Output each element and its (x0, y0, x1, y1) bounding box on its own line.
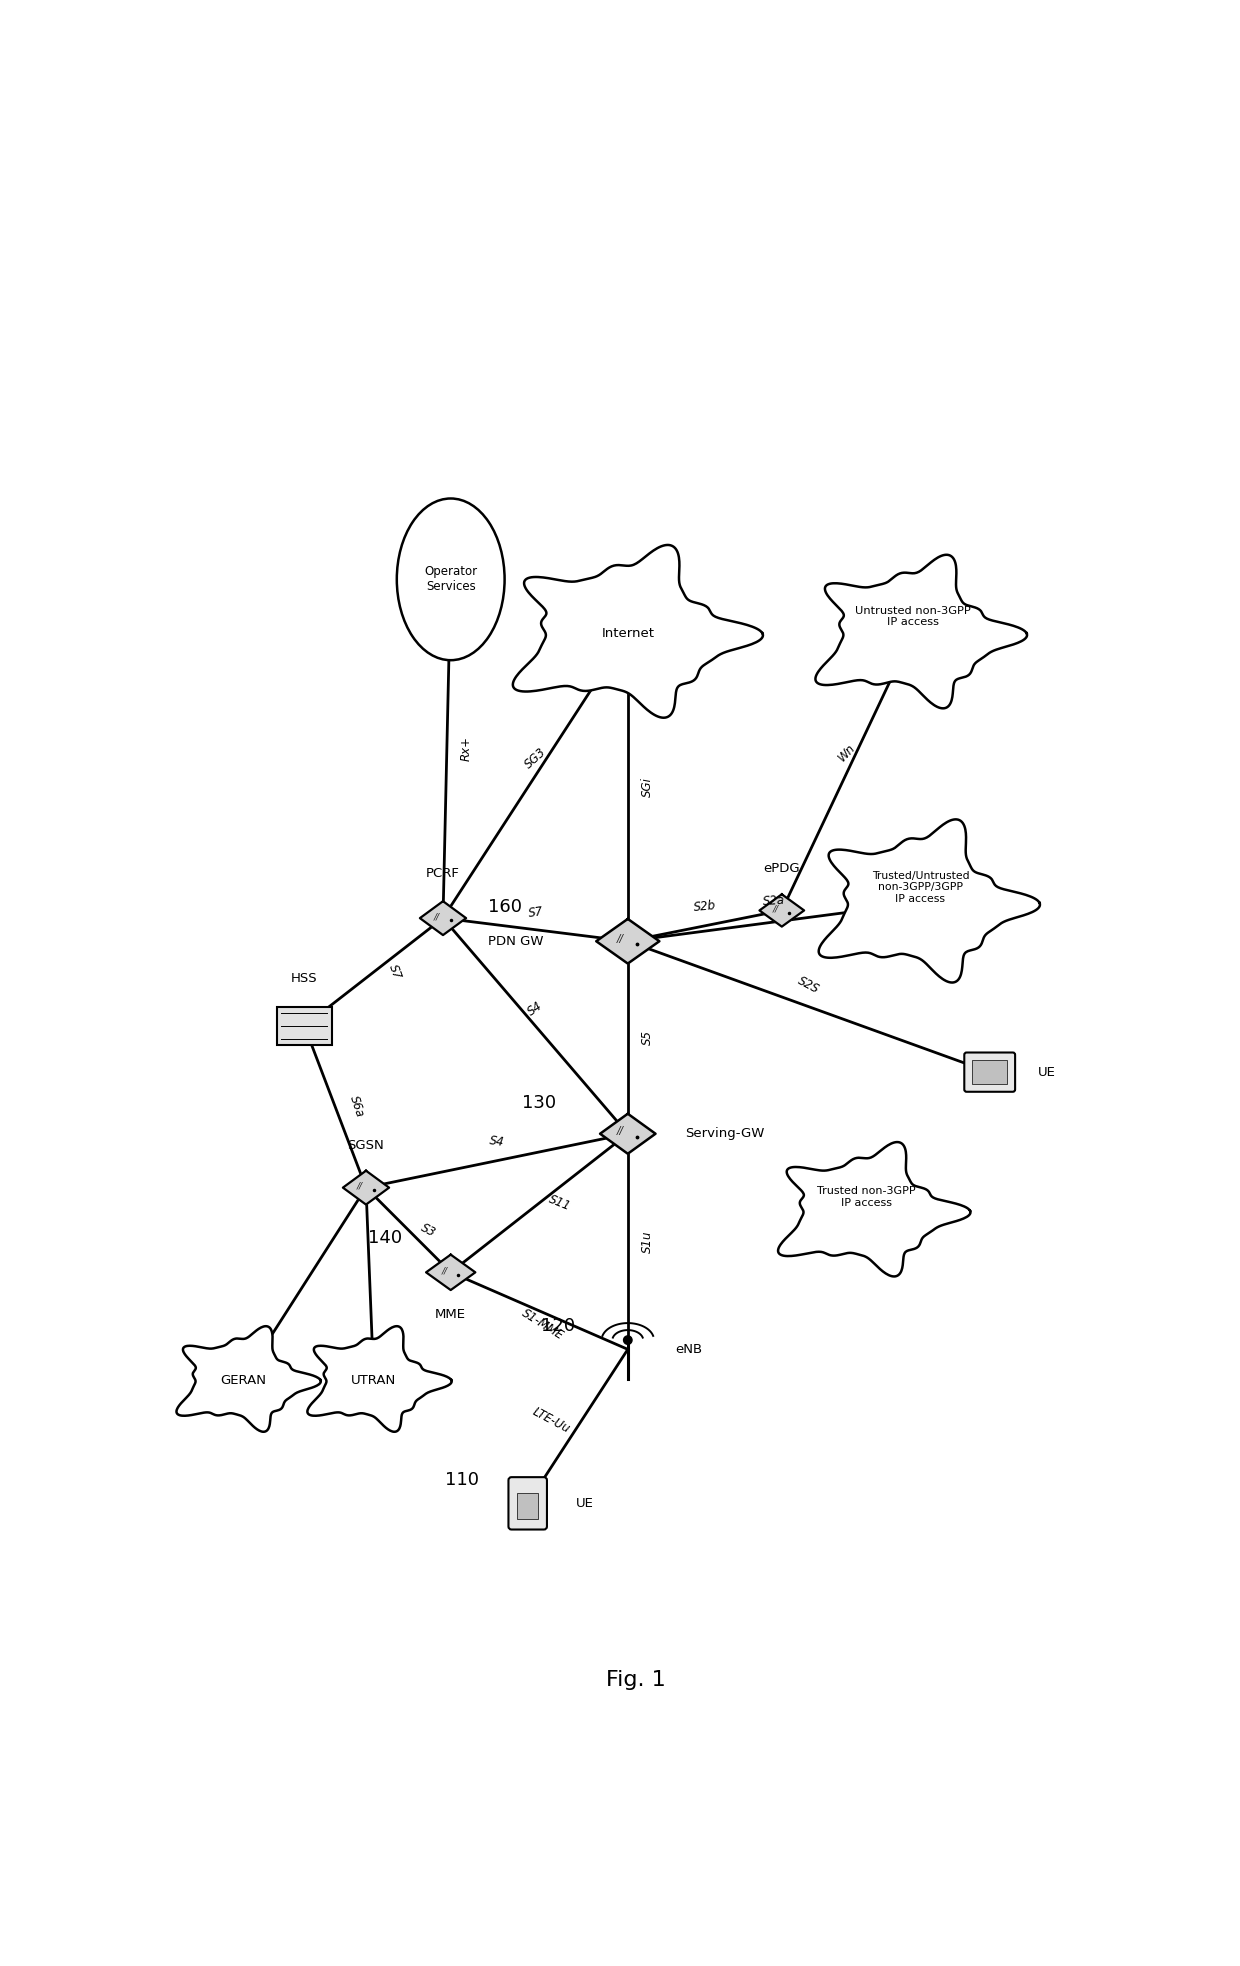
Text: S5: S5 (641, 1030, 653, 1046)
Text: //: // (773, 904, 779, 914)
Text: SG3: SG3 (522, 745, 549, 771)
Text: MME: MME (435, 1307, 466, 1321)
Text: Rx+: Rx+ (460, 735, 472, 761)
Text: //: // (434, 912, 440, 922)
Text: 140: 140 (368, 1229, 402, 1246)
Text: 160: 160 (487, 898, 522, 916)
Text: eNB: eNB (676, 1343, 703, 1357)
Text: S11: S11 (547, 1193, 572, 1213)
Text: S1-MME: S1-MME (520, 1307, 567, 1343)
Text: PDN GW: PDN GW (487, 934, 543, 948)
Text: 120: 120 (542, 1317, 575, 1335)
FancyBboxPatch shape (277, 1007, 332, 1046)
Text: S2a: S2a (763, 893, 786, 908)
Text: Wn: Wn (836, 741, 858, 765)
Text: Internet: Internet (601, 627, 655, 639)
Polygon shape (600, 1113, 656, 1154)
FancyBboxPatch shape (517, 1494, 538, 1520)
FancyBboxPatch shape (508, 1476, 547, 1530)
Text: S7: S7 (387, 963, 404, 981)
FancyBboxPatch shape (965, 1052, 1016, 1091)
Text: LTE-Uu: LTE-Uu (529, 1406, 572, 1435)
Text: //: // (441, 1266, 448, 1276)
Polygon shape (343, 1170, 389, 1205)
Text: SGSN: SGSN (347, 1138, 384, 1152)
Text: UE: UE (1038, 1066, 1055, 1079)
Text: Untrusted non-3GPP
IP access: Untrusted non-3GPP IP access (854, 606, 971, 627)
Text: PCRF: PCRF (427, 867, 460, 881)
Text: S6a: S6a (347, 1095, 366, 1119)
FancyBboxPatch shape (972, 1060, 1007, 1083)
Polygon shape (513, 545, 763, 718)
Text: HSS: HSS (291, 971, 317, 985)
Text: Operator
Services: Operator Services (424, 566, 477, 594)
Polygon shape (777, 1142, 971, 1276)
Polygon shape (420, 900, 466, 936)
Text: UE: UE (575, 1496, 593, 1510)
Text: S3: S3 (419, 1221, 438, 1239)
Polygon shape (596, 918, 660, 963)
Text: GERAN: GERAN (219, 1374, 265, 1386)
Text: S4: S4 (489, 1134, 505, 1148)
Ellipse shape (397, 499, 505, 661)
Text: S2b: S2b (693, 898, 717, 914)
Text: Fig. 1: Fig. 1 (605, 1671, 666, 1691)
Text: SGi: SGi (641, 777, 653, 796)
Polygon shape (818, 820, 1040, 983)
Text: S4: S4 (526, 999, 546, 1018)
Text: 110: 110 (445, 1471, 479, 1488)
Text: Trusted non-3GPP
IP access: Trusted non-3GPP IP access (817, 1185, 916, 1207)
Text: UTRAN: UTRAN (351, 1374, 397, 1386)
Circle shape (624, 1335, 632, 1345)
Text: //: // (616, 1127, 624, 1136)
Text: 130: 130 (522, 1093, 557, 1113)
Text: S2S: S2S (796, 973, 822, 997)
Text: //: // (616, 934, 624, 944)
Polygon shape (308, 1327, 451, 1431)
Text: Serving-GW: Serving-GW (686, 1127, 765, 1140)
Text: S7: S7 (527, 904, 543, 920)
Polygon shape (759, 895, 804, 926)
Text: ePDG: ePDG (764, 861, 800, 875)
Text: S1u: S1u (641, 1231, 653, 1252)
Polygon shape (427, 1254, 475, 1290)
Text: Trusted/Untrusted
non-3GPP/3GPP
IP access: Trusted/Untrusted non-3GPP/3GPP IP acces… (872, 871, 970, 904)
Polygon shape (176, 1327, 321, 1431)
Polygon shape (816, 554, 1027, 708)
Text: //: // (357, 1182, 363, 1191)
